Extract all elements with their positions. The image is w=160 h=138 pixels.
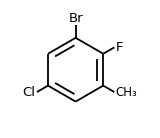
Text: F: F [116,41,123,54]
Text: Cl: Cl [23,86,36,99]
Text: CH₃: CH₃ [115,86,137,99]
Text: Br: Br [68,12,83,25]
